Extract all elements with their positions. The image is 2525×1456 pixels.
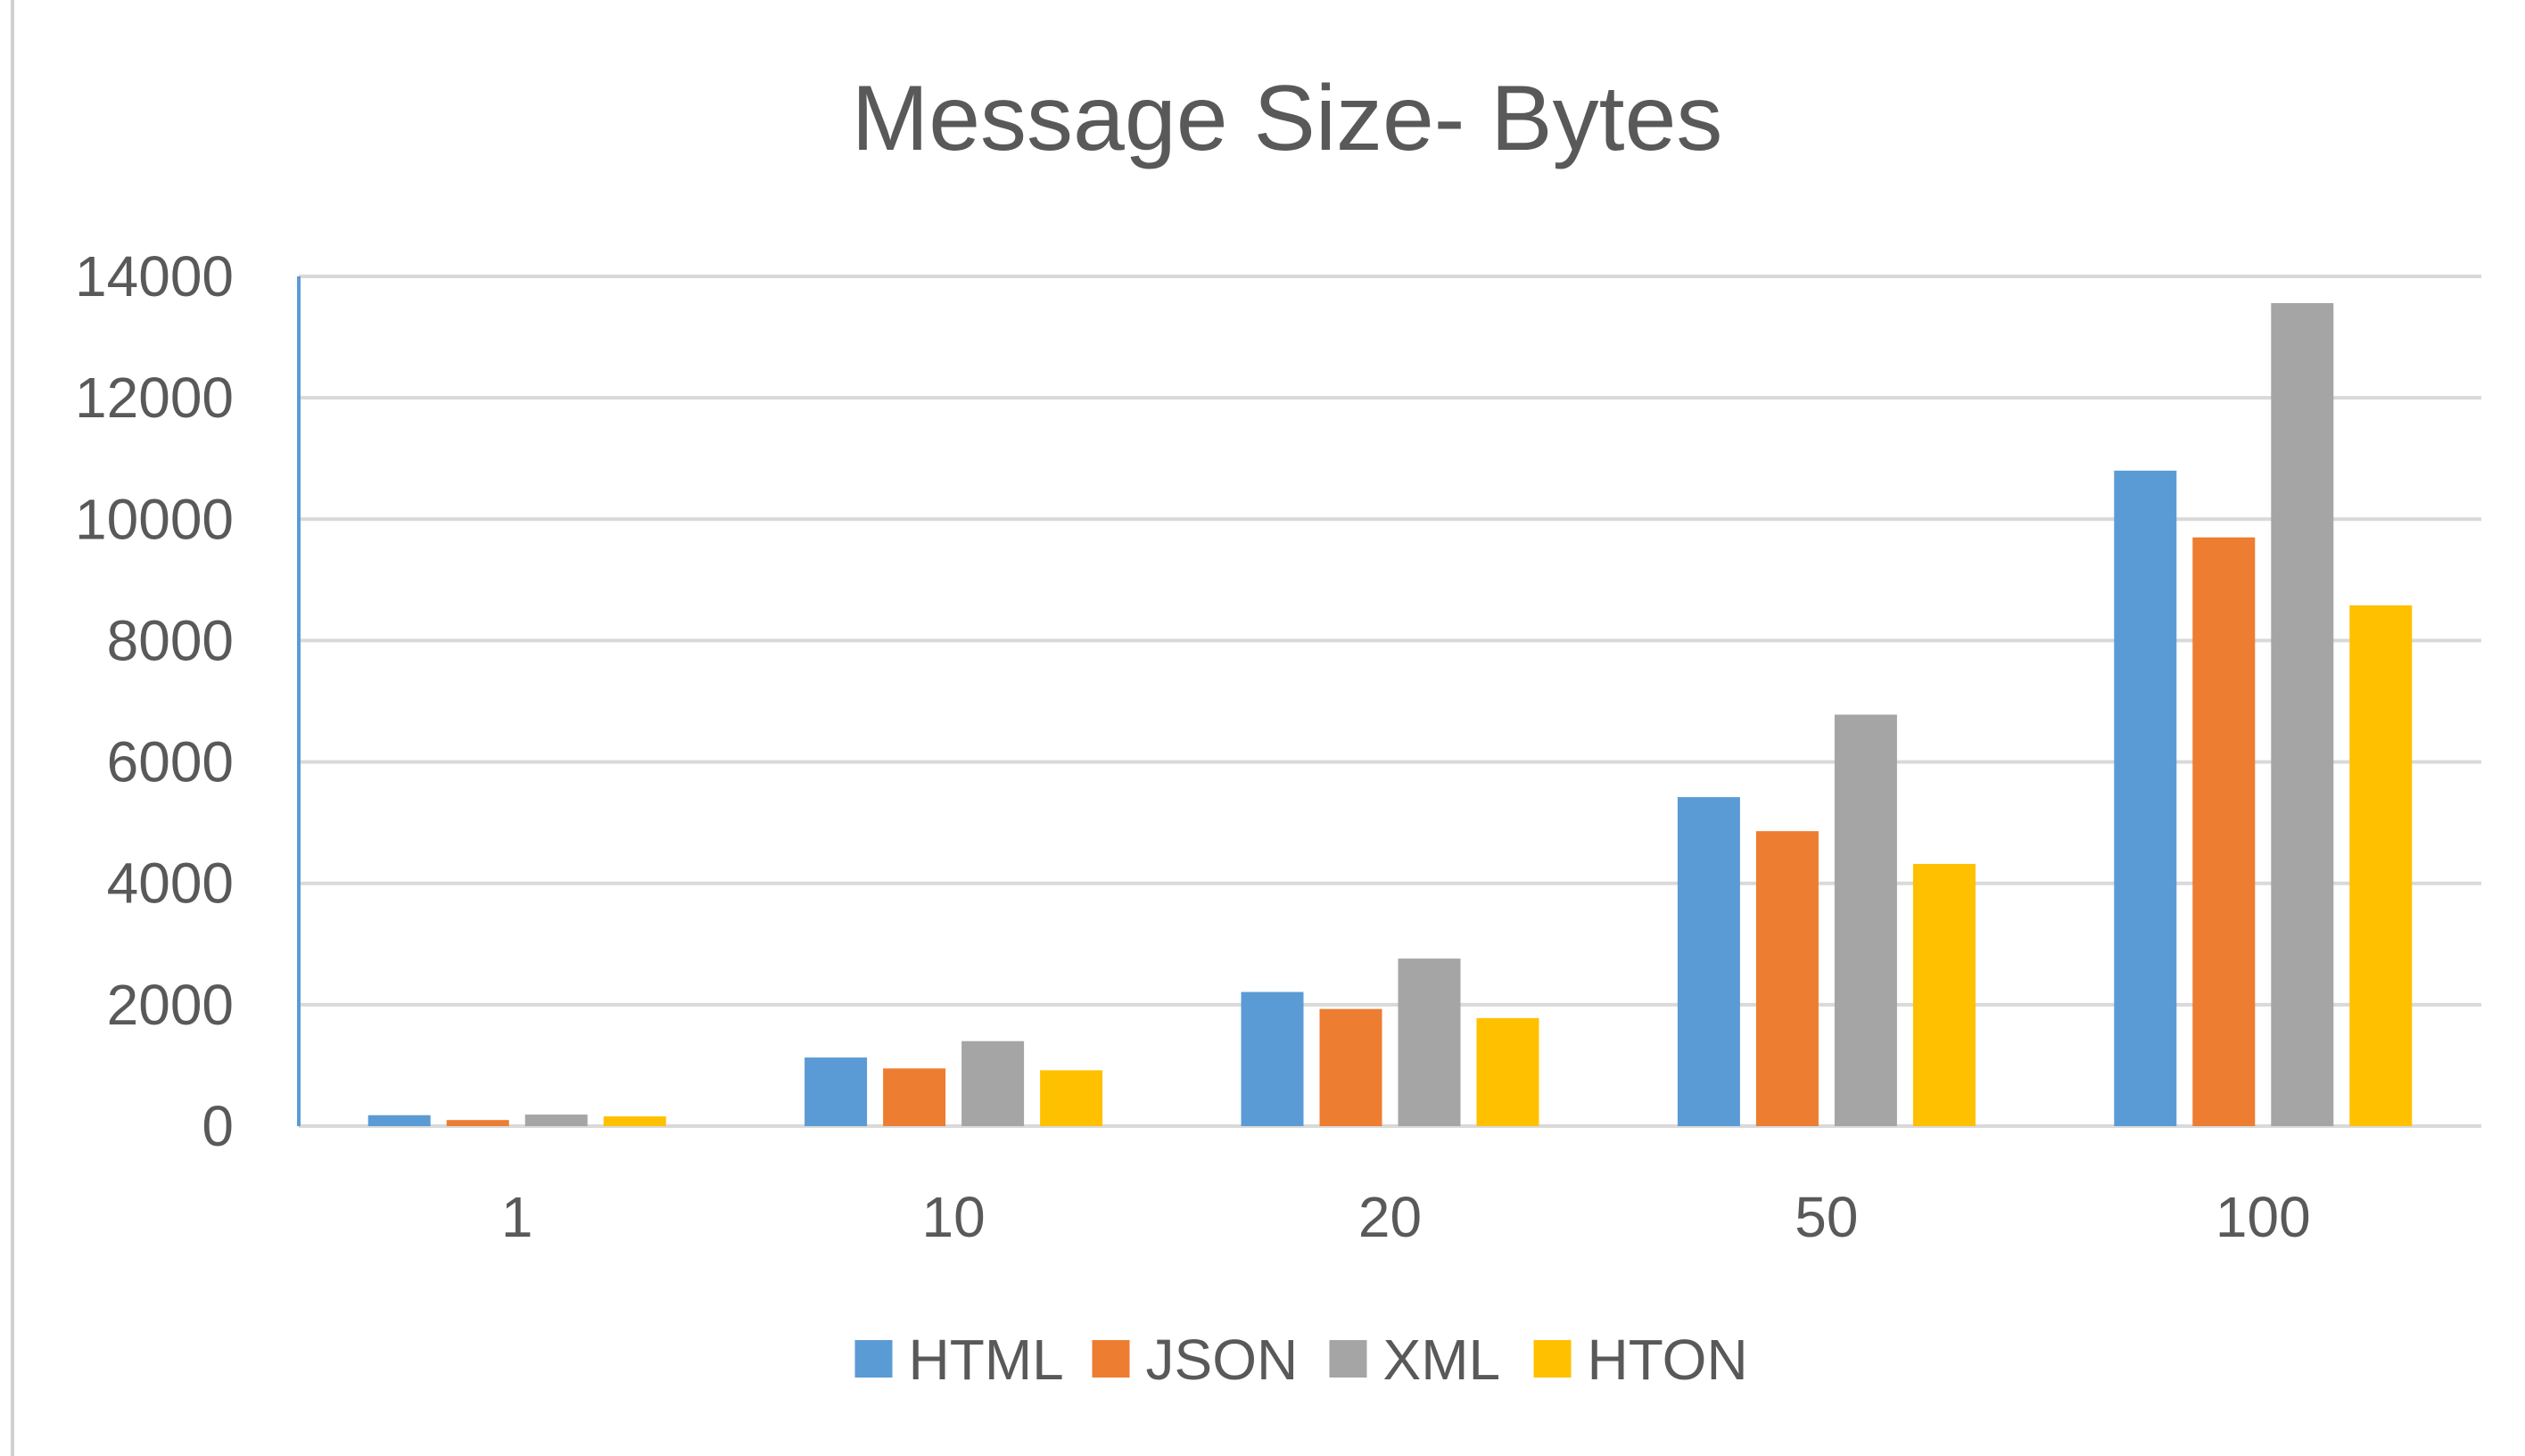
bar-xml-20 xyxy=(1398,958,1461,1126)
y-tick-label: 14000 xyxy=(75,244,234,308)
bar-html-20 xyxy=(1241,991,1304,1126)
x-tick-label: 10 xyxy=(922,1185,986,1249)
bar-xml-50 xyxy=(1834,714,1897,1126)
legend: HTML JSON XML HTON xyxy=(854,1328,1748,1392)
chart-title: Message Size- Bytes xyxy=(852,67,1723,170)
bar-json-1 xyxy=(446,1120,509,1126)
y-tick-label: 4000 xyxy=(107,851,234,916)
y-tick-label: 6000 xyxy=(107,730,234,794)
x-axis-tick-labels: 1 10 20 50 100 xyxy=(501,1185,2311,1249)
bar-html-1 xyxy=(367,1115,431,1126)
legend-label-hton: HTON xyxy=(1588,1328,1748,1392)
y-tick-label: 12000 xyxy=(75,366,234,430)
bar-html-50 xyxy=(1677,797,1740,1126)
bar-hton-20 xyxy=(1476,1017,1539,1126)
y-tick-label: 0 xyxy=(202,1094,234,1158)
bar-html-100 xyxy=(2114,470,2177,1126)
y-tick-label: 10000 xyxy=(75,487,234,551)
x-tick-label: 100 xyxy=(2216,1185,2311,1249)
bar-json-100 xyxy=(2192,537,2256,1126)
legend-label-html: HTML xyxy=(909,1328,1064,1392)
bars xyxy=(367,302,2413,1126)
bar-json-10 xyxy=(883,1068,946,1126)
y-tick-label: 2000 xyxy=(107,973,234,1037)
bar-json-20 xyxy=(1319,1008,1382,1126)
bar-hton-50 xyxy=(1912,863,1976,1126)
legend-swatch-html xyxy=(854,1340,893,1378)
x-tick-label: 50 xyxy=(1795,1185,1858,1249)
bar-hton-1 xyxy=(603,1116,666,1126)
y-tick-label: 8000 xyxy=(107,608,234,672)
legend-swatch-hton xyxy=(1533,1340,1572,1378)
bar-hton-100 xyxy=(2349,605,2413,1126)
x-tick-label: 20 xyxy=(1358,1185,1422,1249)
bar-html-10 xyxy=(805,1057,868,1126)
bar-hton-10 xyxy=(1040,1070,1103,1126)
legend-label-xml: XML xyxy=(1383,1328,1501,1392)
legend-label-json: JSON xyxy=(1146,1328,1299,1392)
bar-xml-1 xyxy=(524,1115,588,1126)
y-axis-tick-labels: 0 2000 4000 6000 8000 10000 12000 14000 xyxy=(75,244,234,1158)
bar-xml-100 xyxy=(2271,302,2334,1126)
bar-xml-10 xyxy=(961,1041,1025,1126)
bar-json-50 xyxy=(1755,831,1819,1126)
legend-swatch-xml xyxy=(1329,1340,1367,1378)
legend-swatch-json xyxy=(1092,1340,1130,1378)
x-tick-label: 1 xyxy=(501,1185,533,1249)
